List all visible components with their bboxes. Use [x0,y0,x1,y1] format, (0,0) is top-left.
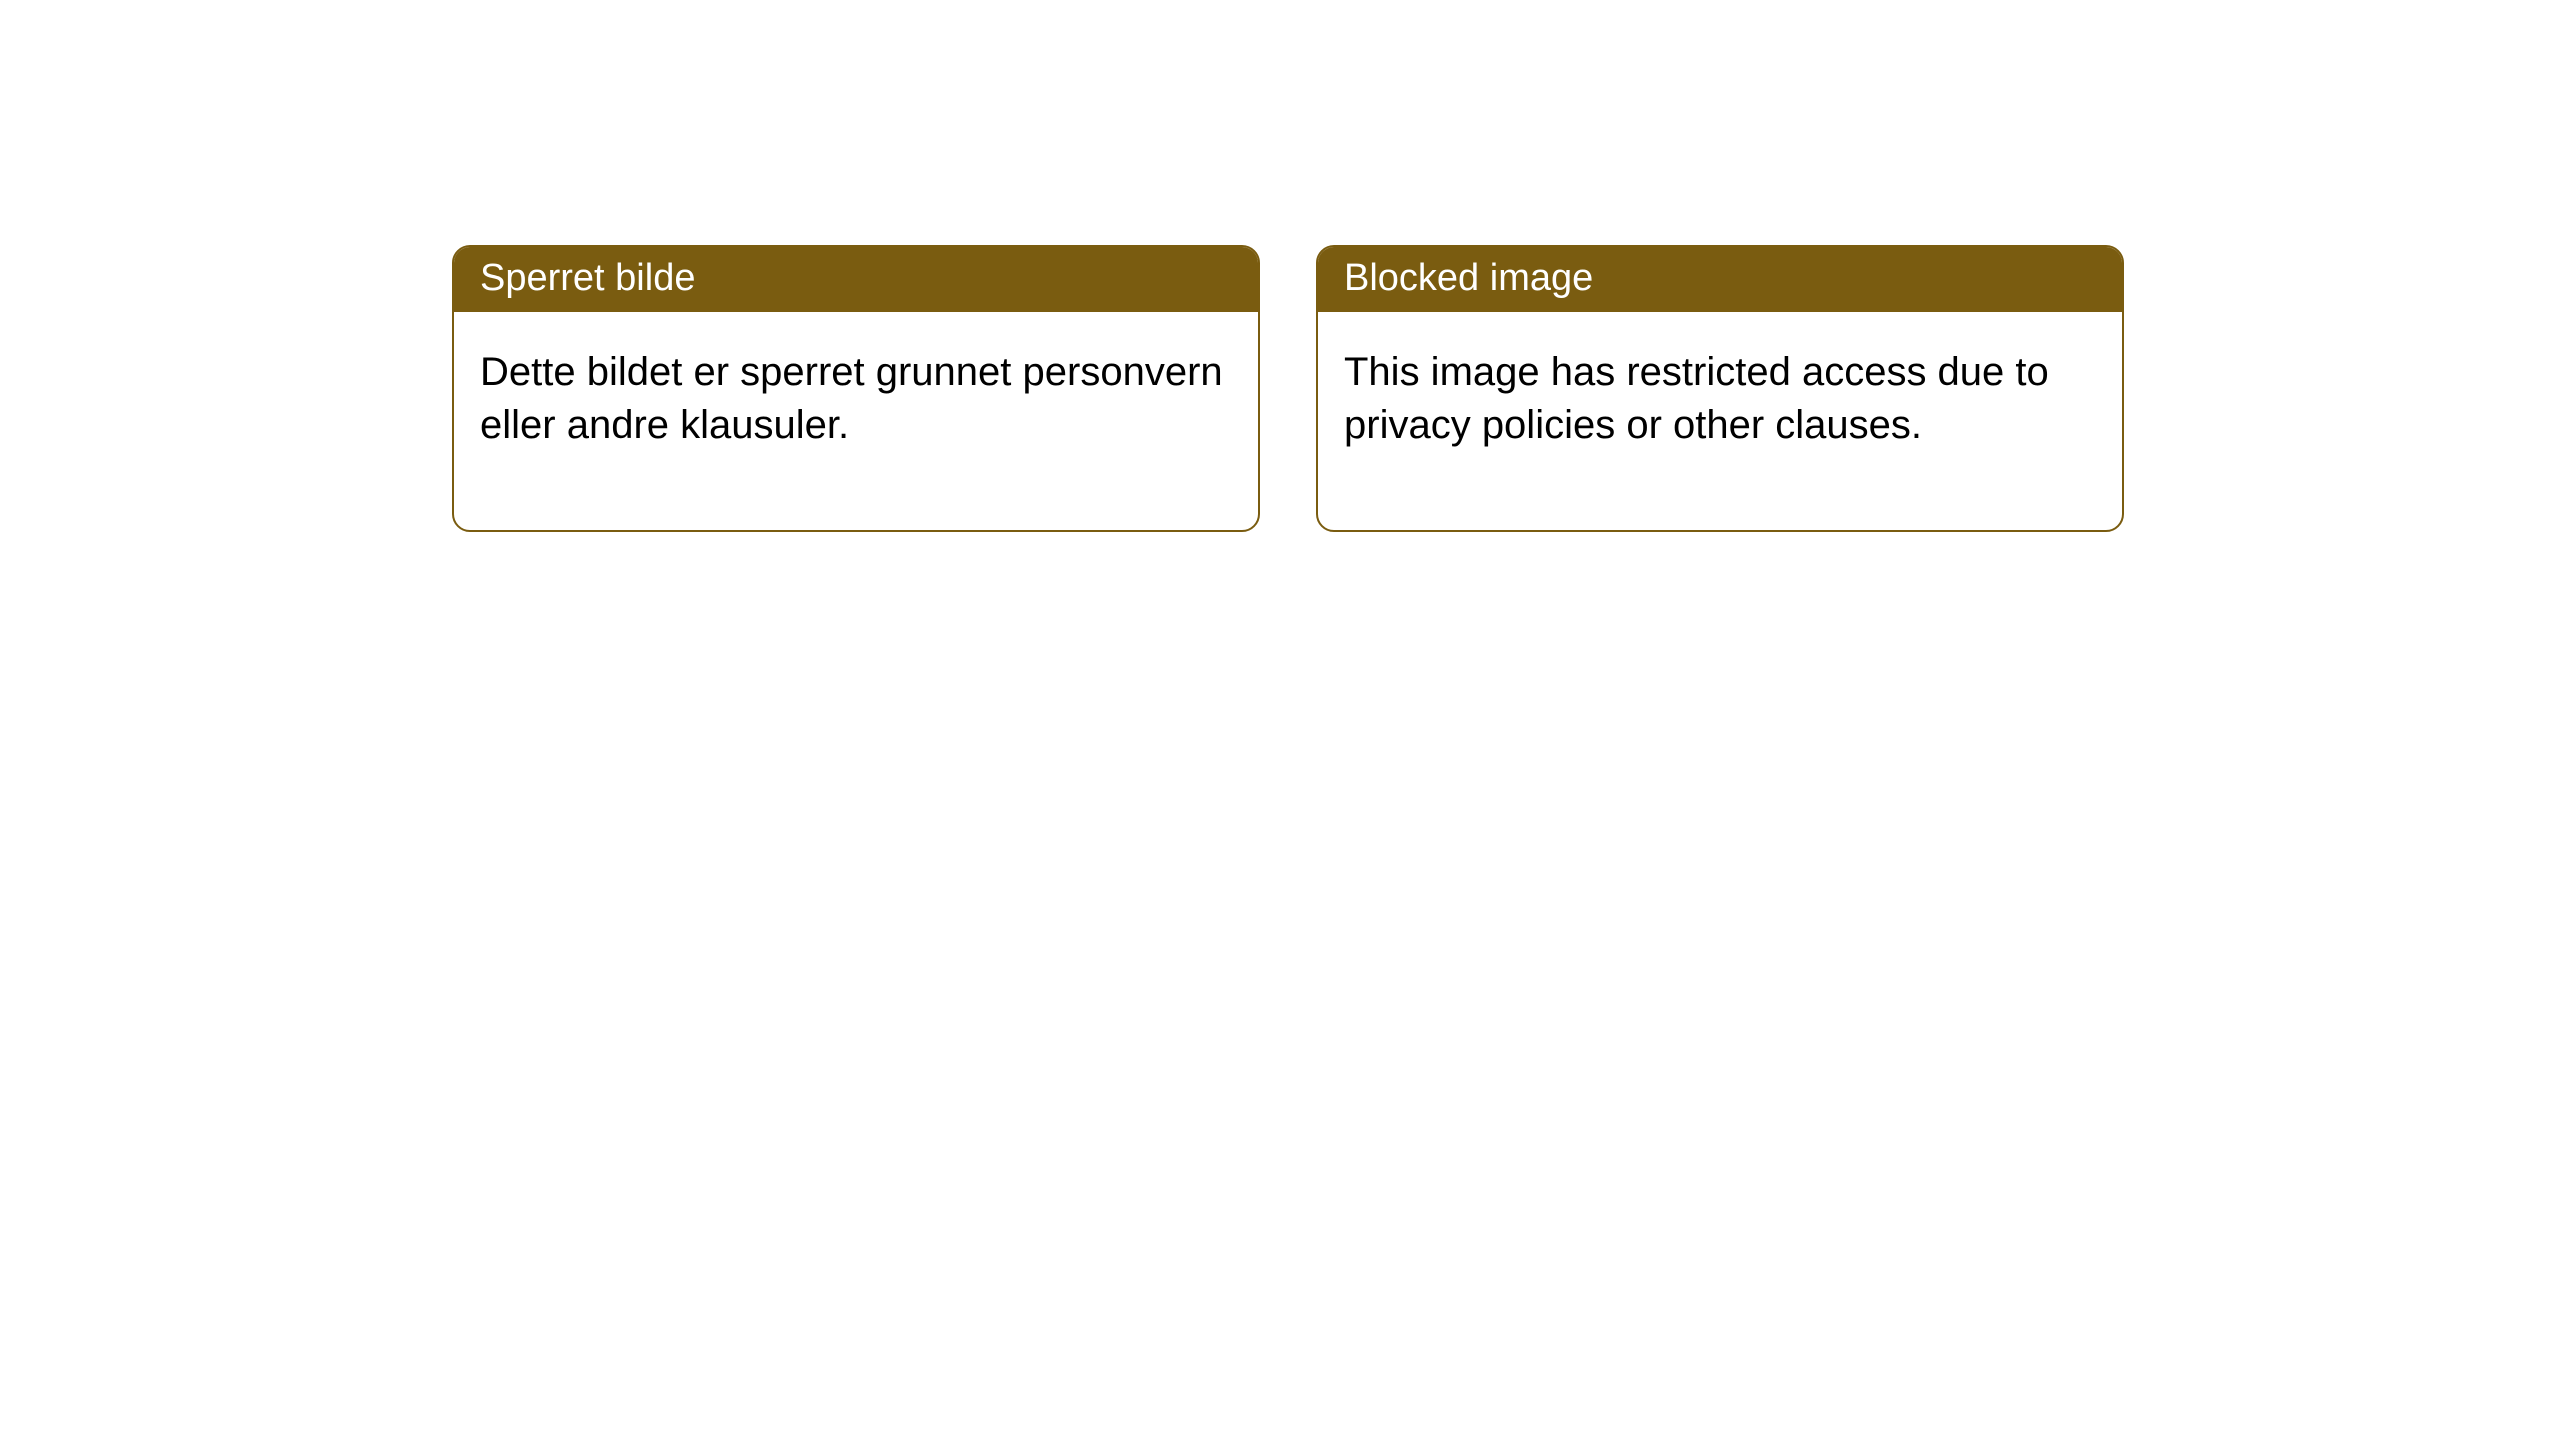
notice-header-en: Blocked image [1318,247,2122,312]
notice-header-no: Sperret bilde [454,247,1258,312]
notice-container: Sperret bilde Dette bildet er sperret gr… [0,0,2560,532]
notice-card-no: Sperret bilde Dette bildet er sperret gr… [452,245,1260,532]
notice-card-en: Blocked image This image has restricted … [1316,245,2124,532]
notice-body-no: Dette bildet er sperret grunnet personve… [454,312,1258,530]
notice-body-en: This image has restricted access due to … [1318,312,2122,530]
